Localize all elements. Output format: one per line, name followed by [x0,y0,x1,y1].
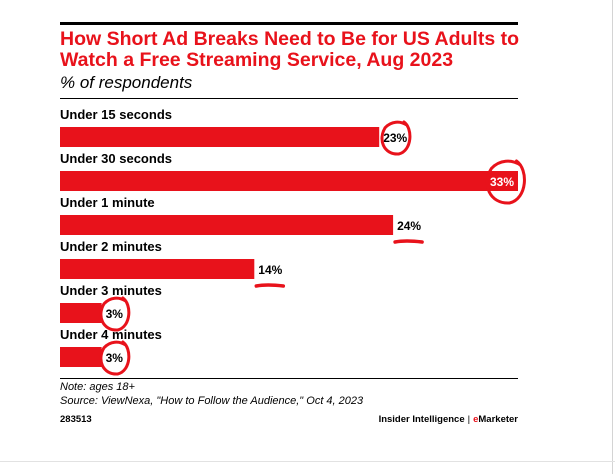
value-label: 3% [106,307,124,321]
category-label: Under 30 seconds [60,151,172,166]
chart-title: How Short Ad Breaks Need to Be for US Ad… [60,28,520,71]
brand-insider-intelligence: Insider Intelligence [378,414,465,425]
annotation-underline [254,283,286,288]
bar [60,127,380,147]
category-label: Under 1 minute [60,195,155,210]
bar [60,215,394,235]
annotation-underline [393,239,424,244]
chart-id: 283513 [60,414,92,425]
annotation-circle [99,296,131,332]
value-label: 14% [258,263,282,277]
value-label: 3% [106,351,124,365]
category-label: Under 4 minutes [60,327,162,342]
brand-logo: Insider Intelligence | eMarketer [379,414,518,425]
chart-note: Note: ages 18+ [60,381,135,393]
chart-subtitle: % of respondents [60,73,193,92]
brand-separator: | [467,414,471,425]
value-label: 23% [383,131,407,145]
category-label: Under 15 seconds [60,107,172,122]
value-label: 24% [397,219,421,233]
bar [60,347,102,367]
annotation-circle [99,340,131,376]
page-edge-bottom [0,461,615,462]
subtitle-rule [60,98,518,99]
bar [60,171,518,191]
page-edge-right [612,0,613,474]
brand-e: e [473,414,479,425]
annotation-circle [380,120,412,156]
annotation-circle [485,159,526,205]
value-label: 33% [490,175,514,189]
brand-marketer: Marketer [478,414,518,425]
category-label: Under 2 minutes [60,239,162,254]
footer-rule [60,378,518,379]
title-top-rule [60,22,518,25]
chart-source: Source: ViewNexa, "How to Follow the Aud… [60,395,364,407]
category-label: Under 3 minutes [60,283,162,298]
bar [60,259,255,279]
bar [60,303,102,323]
